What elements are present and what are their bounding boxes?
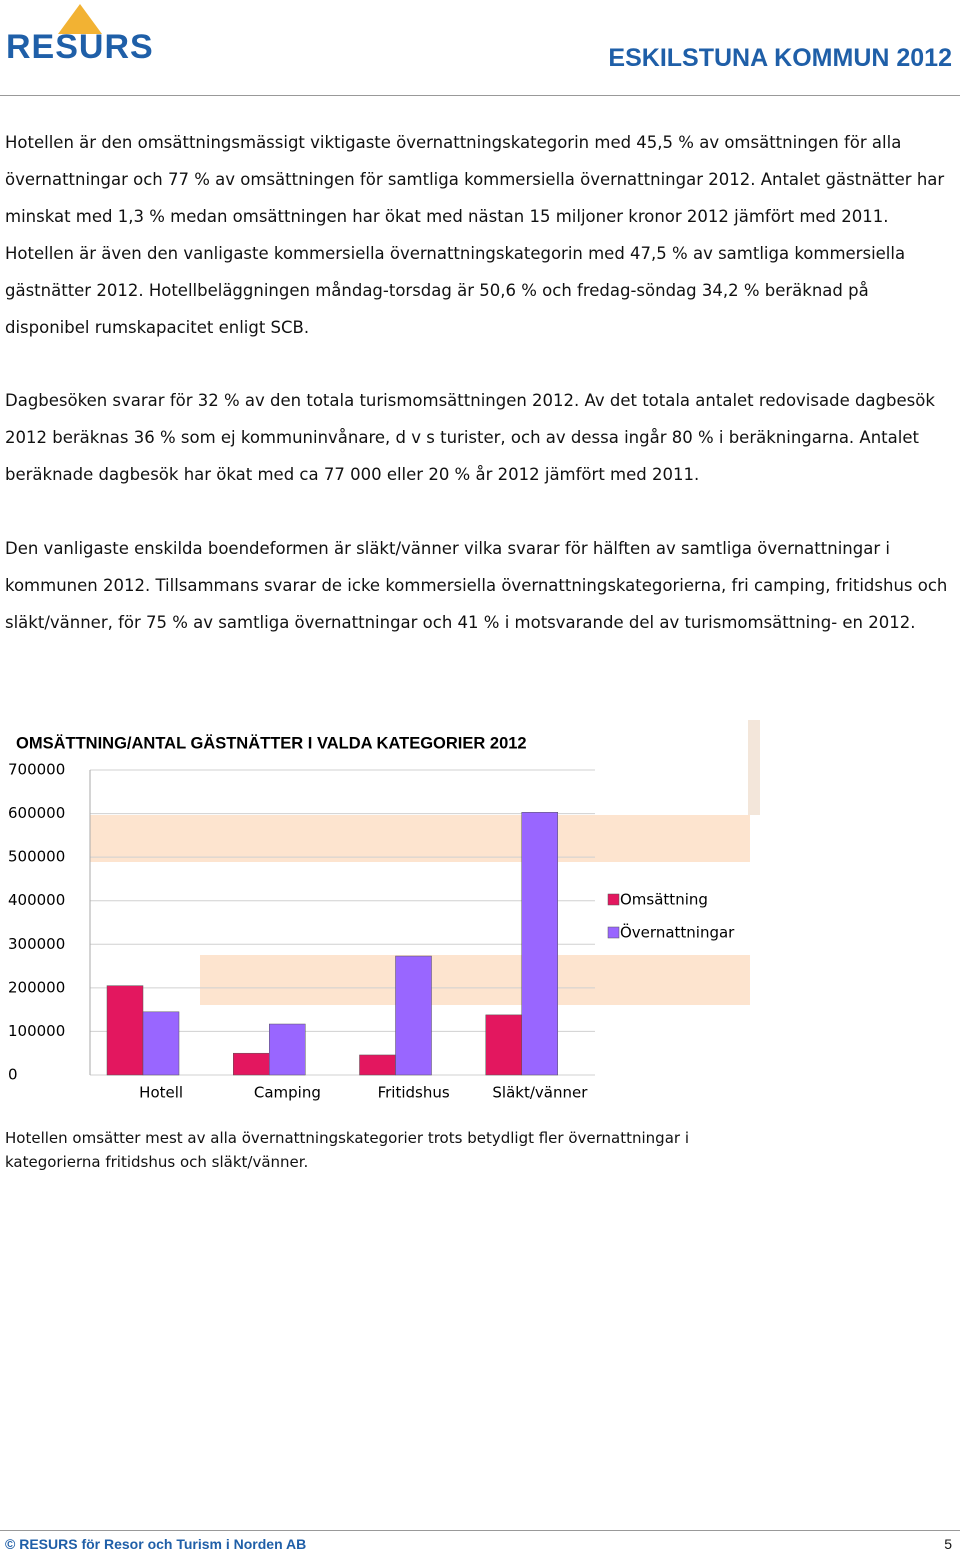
chart: OMSÄTTNING/ANTAL GÄSTNÄTTER I VALDA KATE… [8,720,760,1102]
y-tick-label: 500000 [8,848,65,866]
legend-swatch [607,893,620,906]
chart-title: OMSÄTTNING/ANTAL GÄSTNÄTTER I VALDA KATE… [16,734,527,752]
footer-text: © RESURS för Resor och Turism i Norden A… [5,1536,307,1552]
x-tick-label: Släkt/vänner [492,1084,588,1102]
y-tick-label: 300000 [8,935,65,953]
bar [359,1054,396,1076]
x-tick-label: Camping [254,1084,321,1102]
y-tick-label: 100000 [8,1022,65,1040]
background-band [90,815,750,862]
logo-mark [58,4,102,34]
legend-label: Omsättning [620,891,708,909]
header-rule [0,95,960,96]
bar [106,985,144,1076]
y-tick-label: 0 [8,1066,18,1084]
bar [395,955,432,1076]
background-band [200,955,750,1005]
caption: Hotellen omsätter mest av alla övernattn… [5,1129,689,1171]
y-tick-label: 200000 [8,978,65,996]
logo: RESURS [6,28,154,66]
y-tick-label: 700000 [8,761,65,779]
footer: © RESURS för Resor och Turism i Norden A… [5,1536,306,1552]
page-number: 5 [944,1536,952,1552]
background-band [748,720,760,815]
x-tick-label: Hotell [139,1084,183,1102]
x-tick-label: Fritidshus [378,1084,450,1102]
paragraph: Hotellen är den omsättningsmässigt vikti… [5,133,945,337]
bar [233,1052,270,1076]
legend-label: Övernattningar [620,923,735,942]
bar [142,1011,180,1076]
paragraph: Dagbesöken svarar för 32 % av den totala… [5,391,935,484]
legend-swatch [607,926,620,939]
bar [269,1023,306,1076]
footer-rule [0,1530,960,1531]
y-tick-label: 400000 [8,891,65,909]
y-tick-label: 600000 [8,804,65,822]
paragraph: Den vanligaste enskilda boendeformen är … [5,539,948,632]
bar [485,1014,522,1076]
document-title: ESKILSTUNA KOMMUN 2012 [608,44,952,72]
bar [521,812,558,1076]
